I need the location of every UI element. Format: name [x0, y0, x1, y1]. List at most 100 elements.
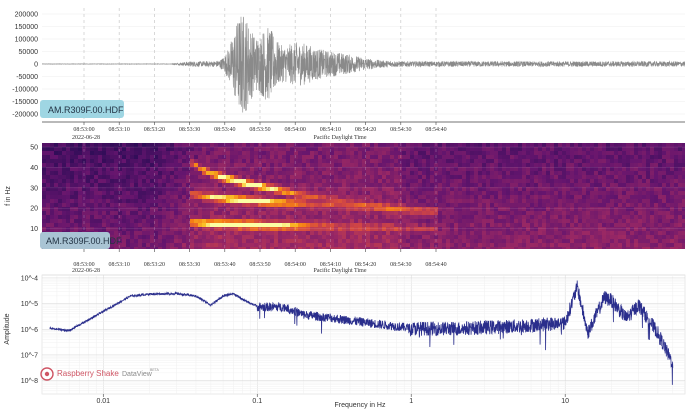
spectrogram-cell — [506, 247, 511, 249]
spectrogram-cell — [562, 239, 567, 244]
spectrogram-cell — [546, 155, 551, 160]
spectrogram-cell — [494, 219, 499, 224]
spectrogram-cell — [414, 243, 419, 248]
spectrogram-cell — [638, 191, 643, 196]
spectrogram-cell — [286, 195, 291, 200]
spectrogram-cell — [354, 211, 359, 216]
spectrogram-cell — [78, 147, 83, 152]
spectrogram-cell — [54, 199, 59, 204]
spectrogram-cell — [498, 199, 503, 204]
spectrogram-cell — [134, 199, 139, 204]
spectrogram-cell — [658, 207, 663, 212]
spectrogram-cell — [270, 223, 275, 228]
spectrogram-cell — [110, 203, 115, 208]
spectrogram-cell — [382, 151, 387, 156]
spectrogram-cell — [482, 163, 487, 168]
spectrogram-cell — [66, 151, 71, 156]
spectrogram-cell — [258, 159, 263, 164]
spectrogram-station-badge — [40, 232, 110, 249]
spectrogram-cell — [210, 227, 215, 232]
spectrogram-cell — [630, 235, 635, 240]
spectrogram-cell — [86, 151, 91, 156]
spectrogram-cell — [42, 219, 47, 224]
spectrogram-cell — [94, 211, 99, 216]
spectrogram-cell — [502, 235, 507, 240]
spectrogram-cell — [522, 223, 527, 228]
spectrogram-cell — [238, 207, 243, 212]
spectrogram-cell — [534, 147, 539, 152]
spectrogram-cell — [550, 155, 555, 160]
spectrogram-cell — [458, 247, 463, 249]
spectrogram-cell — [450, 235, 455, 240]
spectrogram-cell — [498, 191, 503, 196]
spectrogram-cell — [482, 211, 487, 216]
spectrogram-x-axis-label: Pacific Daylight Time — [314, 267, 367, 274]
spectrogram-cell — [230, 199, 235, 204]
spectrogram-cell — [374, 191, 379, 196]
brand-name: Raspberry Shake — [57, 369, 119, 378]
spectrogram-cell — [486, 207, 491, 212]
spectrogram-cell — [206, 231, 211, 236]
spectrogram-cell — [494, 187, 499, 192]
spectrogram-cell — [238, 191, 243, 196]
spectrogram-cell — [518, 215, 523, 220]
spectrogram-cell — [374, 171, 379, 176]
spectrogram-cell — [230, 203, 235, 208]
spectrogram-cell — [602, 203, 607, 208]
spectrogram-cell — [598, 187, 603, 192]
spectrogram-cell — [298, 159, 303, 164]
spectrogram-cell — [474, 175, 479, 180]
spectrogram-time-ticks: 08:53:00 08:53:10 08:53:20 08:53:30 08:53:40… — [73, 249, 447, 268]
spectrogram-cell — [238, 163, 243, 168]
spectrogram-cell — [358, 159, 363, 164]
spectrogram-cell — [242, 155, 247, 160]
spectrogram-cell — [214, 179, 219, 184]
spectrogram-cell — [198, 239, 203, 244]
spectrogram-cell — [378, 175, 383, 180]
spectrogram-cell — [314, 167, 319, 172]
spectrogram-cell — [462, 231, 467, 236]
spectrogram-cell — [650, 159, 655, 164]
spectrogram-cell — [378, 219, 383, 224]
spectrogram-cell — [382, 175, 387, 180]
spectrogram-cell — [574, 219, 579, 224]
spectrogram-cell — [502, 207, 507, 212]
spectrogram-cell — [674, 215, 679, 220]
spectrogram-cell — [342, 199, 347, 204]
spectrogram-cell — [230, 231, 235, 236]
spectrogram-cell — [258, 203, 263, 208]
spectrogram-cell — [562, 155, 567, 160]
spectrogram-cell — [462, 199, 467, 204]
spectrogram-cell — [654, 235, 659, 240]
spectrogram-cell — [450, 143, 455, 148]
spectrogram-cell — [138, 143, 143, 148]
spectrogram-cell — [46, 207, 51, 212]
spectrogram-cell — [142, 215, 147, 220]
spectrogram-cell — [510, 143, 515, 148]
spectrogram-cell — [658, 143, 663, 148]
spectrogram-cell — [330, 191, 335, 196]
spectrogram-cell — [434, 223, 439, 228]
spectrogram-cell — [390, 215, 395, 220]
spectrogram-cell — [330, 143, 335, 148]
spectrogram-cell — [82, 223, 87, 228]
spectrogram-cell — [142, 191, 147, 196]
spectrogram-cell — [150, 239, 155, 244]
spectrogram-cell — [162, 219, 167, 224]
spectrogram-cell — [582, 147, 587, 152]
spectrogram-cell — [390, 179, 395, 184]
spectrogram-cell — [286, 143, 291, 148]
spectrogram-cell — [242, 171, 247, 176]
spectrogram-cell — [446, 199, 451, 204]
spectrogram-cell — [230, 227, 235, 232]
spectrogram-cell — [542, 171, 547, 176]
spectrogram-cell — [494, 171, 499, 176]
spectrogram-cell — [222, 155, 227, 160]
spectrogram-cell — [362, 231, 367, 236]
spectrogram-cell — [382, 207, 387, 212]
spectrogram-cell — [142, 211, 147, 216]
spectrogram-cell — [162, 239, 167, 244]
spectrogram-cell — [362, 235, 367, 240]
spectrogram-cell — [526, 223, 531, 228]
spectrogram-cell — [154, 151, 159, 156]
